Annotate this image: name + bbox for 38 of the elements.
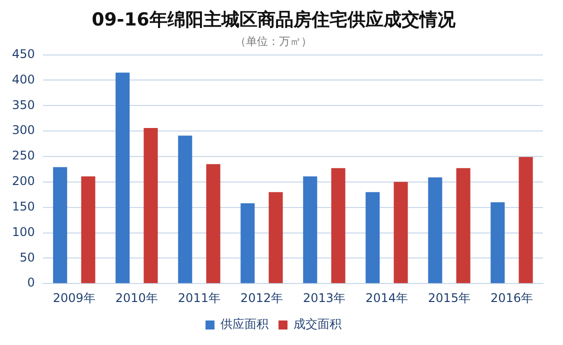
legend-label: 供应面积 — [220, 317, 268, 332]
chart-title: 09-16年绵阳主城区商品房住宅供应成交情况 — [92, 9, 456, 30]
bar — [116, 72, 130, 284]
bar — [144, 128, 158, 284]
bar — [518, 157, 533, 284]
y-tick-label: 300 — [12, 123, 35, 138]
x-tick-label: 2011年 — [178, 290, 220, 305]
bar — [331, 168, 346, 284]
bar — [303, 176, 318, 284]
bar — [394, 182, 408, 284]
x-tick-label: 2010年 — [115, 290, 158, 305]
x-tick-label: 2009年 — [52, 290, 96, 305]
y-tick-label: 350 — [12, 98, 35, 112]
bar — [428, 177, 442, 284]
bar — [456, 168, 470, 284]
chart-subtitle: （单位：万㎡） — [235, 35, 312, 48]
y-tick-label: 0 — [27, 276, 35, 290]
bar — [268, 192, 283, 284]
y-tick-label: 100 — [12, 224, 35, 239]
bar — [206, 164, 220, 284]
bar — [53, 167, 68, 284]
x-tick-label: 2012年 — [240, 290, 283, 305]
y-tick-label: 400 — [12, 72, 35, 86]
bar — [490, 202, 505, 284]
y-tick-label: 50 — [20, 250, 35, 264]
x-tick-label: 2013年 — [302, 290, 346, 305]
x-tick-label: 2016年 — [490, 290, 534, 305]
y-tick-label: 200 — [12, 174, 35, 188]
y-tick-label: 450 — [12, 46, 35, 61]
bar — [240, 203, 255, 284]
y-tick-label: 150 — [12, 199, 35, 214]
x-tick-label: 2015年 — [428, 290, 471, 305]
bar — [366, 192, 380, 284]
legend-label: 成交面积 — [294, 317, 342, 332]
bar — [178, 136, 192, 284]
bar — [81, 176, 96, 284]
x-tick-label: 2014年 — [365, 290, 408, 305]
y-tick-label: 250 — [12, 148, 35, 163]
